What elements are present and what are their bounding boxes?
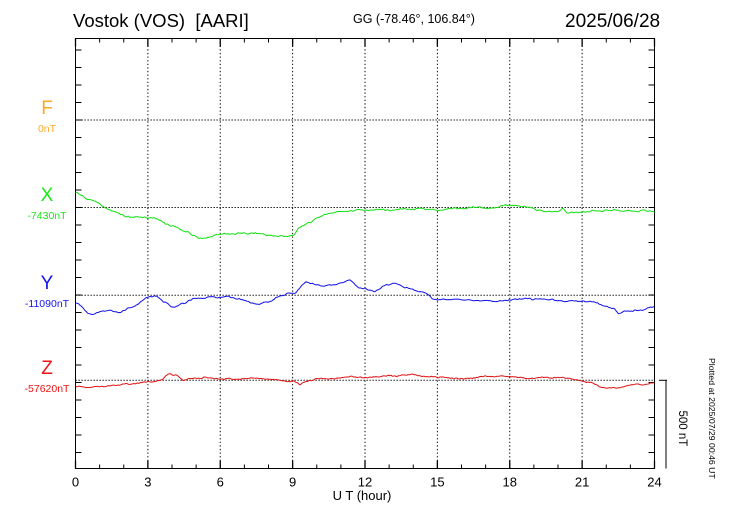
svg-text:-11090nT: -11090nT [25, 298, 70, 310]
svg-text:2025/06/28: 2025/06/28 [565, 11, 660, 32]
svg-text:U T (hour): U T (hour) [333, 488, 392, 503]
svg-text:6: 6 [217, 475, 224, 490]
svg-text:Plotted at 2025/07/29 00:46 UT: Plotted at 2025/07/29 00:46 UT [707, 358, 717, 479]
svg-text:500 nT: 500 nT [676, 410, 688, 446]
svg-text:-57620nT: -57620nT [25, 383, 71, 395]
svg-text:GG (-78.46°, 106.84°): GG (-78.46°, 106.84°) [353, 12, 475, 26]
svg-text:X: X [41, 185, 54, 206]
svg-text:24: 24 [647, 475, 661, 490]
svg-text:0nT: 0nT [38, 123, 57, 135]
svg-text:0: 0 [72, 475, 79, 490]
svg-text:3: 3 [144, 475, 151, 490]
svg-text:Y: Y [41, 273, 54, 294]
svg-text:18: 18 [503, 475, 517, 490]
svg-text:Z: Z [41, 358, 53, 379]
svg-text:Vostok (VOS) [AARI]: Vostok (VOS) [AARI] [73, 10, 249, 31]
svg-text:F: F [41, 98, 53, 119]
svg-text:21: 21 [575, 475, 589, 490]
svg-text:15: 15 [430, 475, 444, 490]
svg-text:-7430nT: -7430nT [27, 210, 67, 222]
svg-text:9: 9 [289, 475, 296, 490]
